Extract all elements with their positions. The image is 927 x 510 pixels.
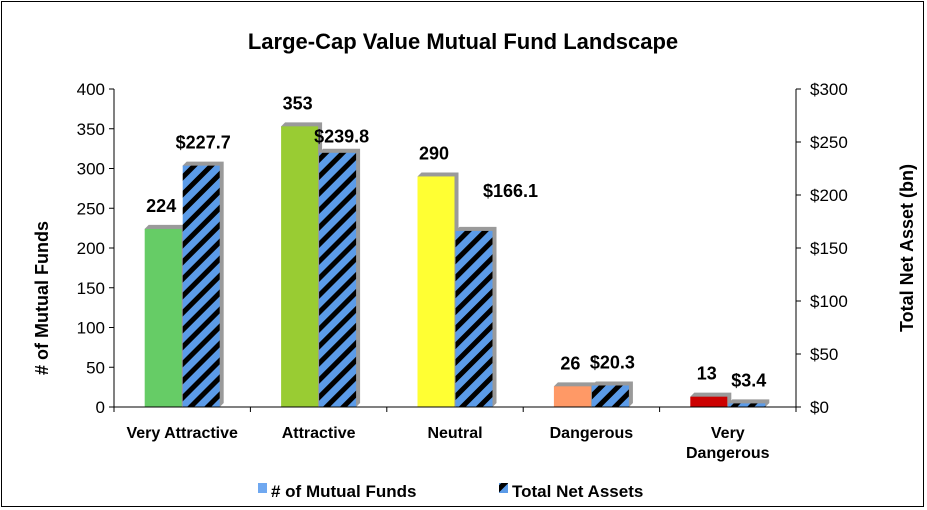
right-axis: $0 $50 $100 $150 $200 $250 $300 — [795, 80, 848, 417]
left-axis-tick-label: 400 — [77, 80, 105, 99]
left-axis-tick-label: 150 — [77, 279, 105, 298]
data-label-mutual-funds: 353 — [283, 93, 313, 113]
bar-series-group — [144, 122, 770, 408]
left-axis-tick-label: 50 — [86, 358, 105, 377]
bar-mutual-funds — [553, 386, 591, 407]
left-axis-tick-label: 300 — [77, 160, 105, 179]
data-label-mutual-funds: 224 — [146, 196, 176, 216]
right-axis-tick-label: $250 — [810, 133, 848, 152]
legend-label-total-net-assets: Total Net Assets — [512, 482, 643, 501]
data-label-total-net-assets: $239.8 — [314, 126, 369, 146]
right-axis-tick-label: $50 — [810, 345, 838, 364]
data-label-mutual-funds: 290 — [419, 143, 449, 163]
legend-label-mutual-funds: # of Mutual Funds — [271, 482, 416, 501]
category-label: Dangerous — [550, 425, 634, 442]
category-label: Very Attractive — [126, 425, 238, 442]
left-axis-tick-label: 100 — [77, 319, 105, 338]
right-axis-label: Total Net Asset (bn) — [897, 164, 917, 332]
legend: # of Mutual Funds Total Net Assets — [258, 482, 643, 501]
data-label-group: 224 $227.7 353$239.8 290 $166.1 26 $20.3 13 $3.4 — [146, 93, 766, 390]
left-axis-label: # of Mutual Funds — [32, 221, 52, 375]
bar-mutual-funds — [417, 176, 455, 407]
right-axis-tick-label: $200 — [810, 186, 848, 205]
right-axis-tick-label: $150 — [810, 239, 848, 258]
left-axis: 0 50 100 150 200 250 300 350 400 — [77, 80, 115, 417]
legend-swatch-mutual-funds — [258, 483, 267, 493]
category-label: Dangerous — [686, 445, 770, 462]
right-axis-tick-label: $100 — [810, 292, 848, 311]
category-label: Very — [711, 425, 745, 442]
right-axis-tick-label: $300 — [810, 80, 848, 99]
data-label-mutual-funds: 26 — [560, 353, 580, 373]
left-axis-tick-label: 250 — [77, 199, 105, 218]
bar-mutual-funds — [144, 228, 182, 407]
category-label: Neutral — [427, 425, 482, 442]
data-label-total-net-assets: $227.7 — [176, 133, 231, 153]
legend-swatch-total-net-assets — [499, 483, 508, 493]
bar-total-net-assets — [728, 403, 766, 407]
bar-mutual-funds — [281, 126, 319, 408]
chart-title: Large-Cap Value Mutual Fund Landscape — [248, 29, 678, 54]
bar-total-net-assets — [319, 152, 357, 407]
category-label: Attractive — [282, 425, 356, 442]
data-label-total-net-assets: $20.3 — [590, 352, 635, 372]
bar-total-net-assets — [455, 230, 493, 407]
data-label-total-net-assets: $3.4 — [731, 370, 766, 390]
right-axis-tick-label: $0 — [810, 398, 829, 417]
bar-mutual-funds — [690, 396, 728, 407]
category-axis: Very Attractive Attractive Neutral Dangerou… — [113, 406, 797, 462]
data-label-mutual-funds: 13 — [697, 364, 717, 384]
data-label-total-net-assets: $166.1 — [483, 181, 538, 201]
left-axis-tick-label: 350 — [77, 120, 105, 139]
bar-total-net-assets — [591, 385, 629, 407]
bar-total-net-assets — [182, 165, 220, 407]
left-axis-tick-label: 0 — [96, 398, 105, 417]
left-axis-tick-label: 200 — [77, 239, 105, 258]
